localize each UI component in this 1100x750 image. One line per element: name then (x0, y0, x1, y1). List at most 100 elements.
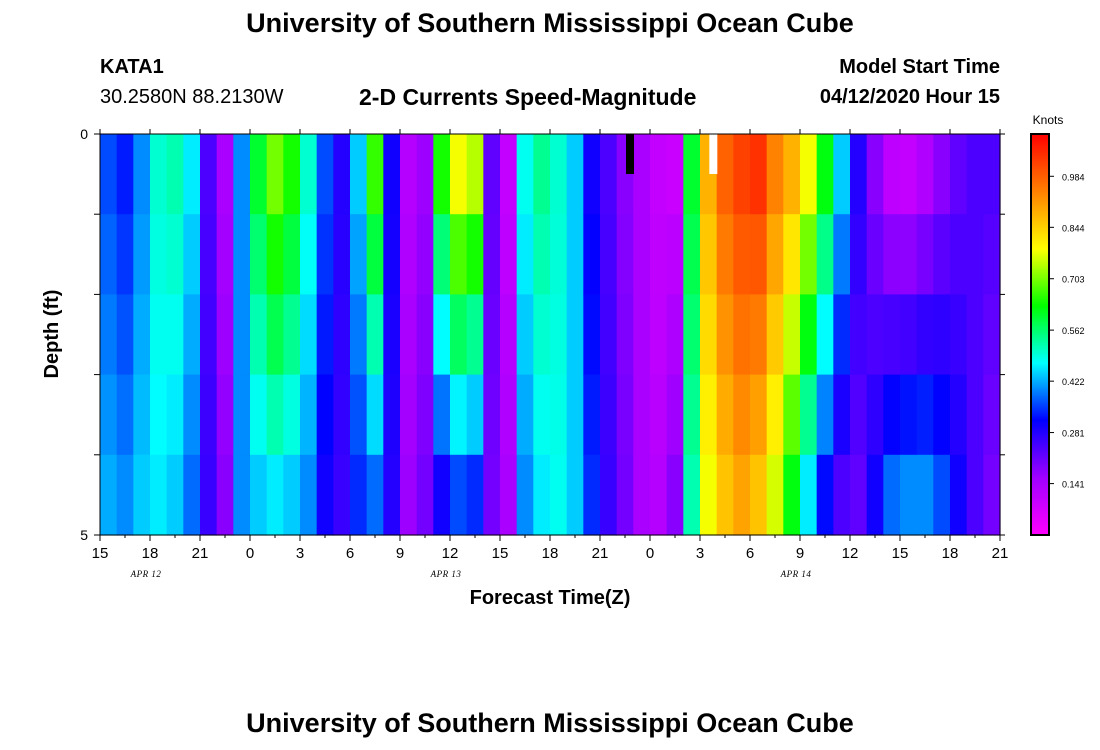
colorbar-tick-label: 0.844 (1062, 223, 1085, 233)
heatmap-cell (366, 134, 384, 215)
heatmap-cell (266, 134, 284, 215)
heatmap-cell (816, 374, 834, 456)
heatmap-cell (716, 454, 734, 536)
heatmap-cell (416, 214, 434, 295)
heatmap-cell (900, 454, 918, 536)
heatmap-cell (616, 454, 634, 536)
heatmap-cell (250, 134, 268, 215)
heatmap-cell (466, 294, 484, 376)
heatmap-cell (666, 294, 684, 376)
heatmap-cell (250, 294, 268, 376)
heatmap-cell (416, 294, 434, 376)
heatmap-cell (733, 134, 751, 215)
heatmap-cell (550, 374, 568, 456)
heatmap-cell (566, 454, 584, 536)
heatmap-cell (566, 134, 584, 215)
heatmap-cell (633, 454, 651, 536)
heatmap-cell (733, 374, 751, 456)
y-axis-ticks: 05 (80, 126, 1005, 543)
heatmap-cell (883, 294, 901, 376)
heatmap-cell (350, 134, 368, 215)
heatmap-cell (383, 454, 401, 536)
heatmap-chart: 15 18 21 0 3 6 9 12 15 18 21 0 3 6 9 12 15 18 21 05 APR 12… (41, 113, 1085, 609)
surface-outlier-cell (626, 134, 634, 174)
heatmap-cell (516, 374, 534, 456)
heatmap-cell (816, 134, 834, 215)
footer-title: University of Southern Mississippi Ocean… (246, 708, 854, 738)
heatmap-cell (383, 374, 401, 456)
heatmap-cell (583, 214, 601, 295)
heatmap-cell (300, 214, 318, 295)
heatmap-cell (100, 294, 118, 376)
heatmap-cell (150, 374, 168, 456)
heatmap-cell (766, 454, 784, 536)
station-id: KATA1 (100, 56, 164, 78)
x-tick-label: 3 (696, 545, 704, 562)
heatmap-cell (533, 454, 551, 536)
heatmap-cell (333, 454, 351, 536)
x-tick-label: 9 (396, 545, 404, 562)
heatmap-cell (366, 454, 384, 536)
heatmap-cell (933, 454, 951, 536)
heatmap-cell (716, 214, 734, 295)
heatmap-cell (650, 294, 668, 376)
heatmap-cell (833, 214, 851, 295)
heatmap-cell (116, 294, 134, 376)
heatmap-cell (650, 374, 668, 456)
heatmap-cell (516, 454, 534, 536)
heatmap-cell (116, 134, 134, 215)
heatmap-cell (966, 214, 984, 295)
heatmap-cell (100, 374, 118, 456)
x-tick-label: 15 (92, 545, 109, 562)
heatmap-cell (433, 294, 451, 376)
heatmap-cell (700, 214, 718, 295)
heatmap-cell (450, 374, 468, 456)
heatmap-cell (783, 214, 801, 295)
heatmap-cell (950, 454, 968, 536)
heatmap-cell (216, 134, 234, 215)
x-tick-label: 18 (142, 545, 159, 562)
x-tick-label: 0 (646, 545, 654, 562)
heatmap-cell (683, 374, 701, 456)
heatmap-cell (100, 214, 118, 295)
heatmap-cell (283, 294, 301, 376)
heatmap-cell (583, 294, 601, 376)
heatmap-cell (933, 294, 951, 376)
heatmap-cell (283, 454, 301, 536)
heatmap-cell (783, 374, 801, 456)
heatmap-cell (800, 374, 818, 456)
heatmap-cell (266, 214, 284, 295)
heatmap-cell (333, 134, 351, 215)
heatmap-cell (466, 374, 484, 456)
heatmap-cell (783, 294, 801, 376)
x-tick-label: 9 (796, 545, 804, 562)
heatmap-cell (583, 134, 601, 215)
heatmap-cell (983, 454, 1001, 536)
heatmap-cell (716, 134, 734, 215)
heatmap-cell (616, 374, 634, 456)
heatmap-cell (866, 214, 884, 295)
heatmap-cell (466, 134, 484, 215)
heatmap-cell (200, 374, 218, 456)
heatmap-cell (866, 294, 884, 376)
heatmap-cell (350, 454, 368, 536)
heatmap-cell (750, 454, 768, 536)
heatmap-cell (333, 374, 351, 456)
x-tick-label: 0 (246, 545, 254, 562)
heatmap-cell (400, 214, 418, 295)
model-start-time: 04/12/2020 Hour 15 (819, 86, 1000, 108)
surface-outlier-cell (709, 134, 718, 174)
heatmap-cell (766, 134, 784, 215)
heatmap-cell (200, 294, 218, 376)
heatmap-cell (800, 294, 818, 376)
heatmap-cell (316, 374, 334, 456)
heatmap-cell (450, 214, 468, 295)
x-axis-label: Forecast Time(Z) (470, 587, 631, 609)
heatmap-cell (850, 134, 868, 215)
heatmap-cell (916, 374, 934, 456)
x-tick-label: 6 (746, 545, 754, 562)
heatmap-cell (383, 214, 401, 295)
heatmap-cell (266, 294, 284, 376)
heatmap-cell (983, 214, 1001, 295)
heatmap-cell (950, 294, 968, 376)
